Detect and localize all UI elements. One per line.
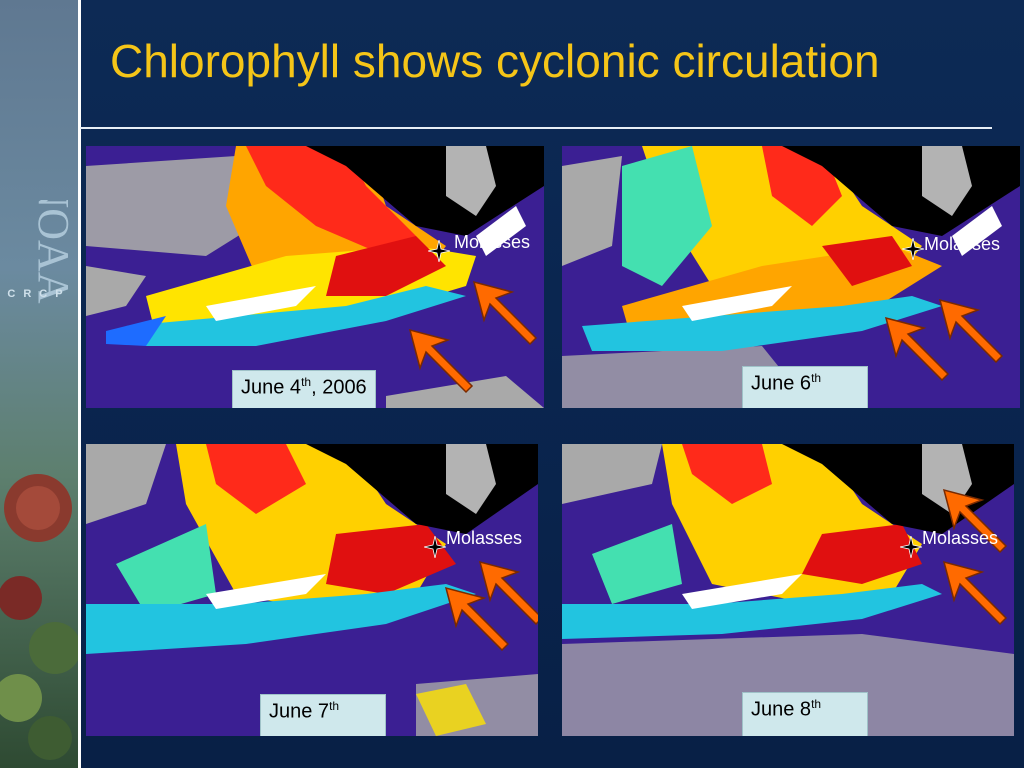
slide-title: Chlorophyll shows cyclonic circulation — [110, 35, 880, 87]
chlorophyll-map-icon — [562, 146, 1020, 408]
chlorophyll-map-icon — [562, 444, 1014, 736]
sidebar-strip: NOAA CRCP — [0, 0, 78, 768]
date-sup: th — [329, 699, 340, 713]
current-arrow-icon — [938, 298, 1004, 364]
map-panel-june-8: Molasses June 8th — [562, 444, 1014, 736]
date-sup: th — [301, 375, 312, 389]
crcp-logo-text: CRCP — [7, 288, 71, 300]
date-label: June 8th — [742, 692, 868, 736]
site-marker-icon — [428, 240, 450, 262]
current-arrow-icon — [942, 488, 1008, 554]
site-label-molasses: Molasses — [454, 232, 531, 252]
current-arrow-icon — [408, 328, 474, 394]
current-arrow-icon — [444, 586, 510, 652]
title-divider — [80, 127, 992, 129]
current-arrow-icon — [942, 560, 1008, 626]
date-label: June 4th, 2006 — [232, 370, 376, 408]
site-marker-icon — [424, 536, 446, 558]
svg-text:NOAA: NOAA — [29, 200, 78, 304]
current-arrow-icon — [884, 316, 950, 382]
date-suffix: , 2006 — [311, 376, 367, 399]
date-sup: th — [811, 371, 822, 385]
chlorophyll-map-icon — [86, 146, 544, 408]
map-panel-june-7: Molasses June 7th — [86, 444, 538, 736]
date-main: June 7 — [269, 700, 330, 723]
site-marker-icon — [900, 536, 922, 558]
date-label: June 7th — [260, 694, 386, 736]
current-arrow-icon — [472, 280, 538, 346]
date-label: June 6th — [742, 366, 868, 408]
map-panel-june-4: Molasses June 4th, 2006 — [86, 146, 544, 408]
site-label-molasses: Molasses — [924, 234, 1001, 254]
current-arrow-icon — [478, 560, 538, 626]
site-marker-icon — [902, 238, 924, 260]
site-label-molasses: Molasses — [446, 528, 523, 548]
noaa-logo-icon: NOAA — [29, 200, 78, 304]
chlorophyll-map-icon — [86, 444, 538, 736]
map-panel-june-6: Molasses June 6th — [562, 146, 1020, 408]
date-main: June 8 — [751, 698, 812, 721]
date-main: June 6 — [751, 372, 812, 395]
date-main: June 4 — [241, 376, 302, 399]
coral-decoration-icon — [0, 474, 78, 760]
date-sup: th — [811, 697, 822, 711]
site-label-molasses: Molasses — [922, 528, 999, 548]
sidebar-divider — [78, 0, 81, 768]
